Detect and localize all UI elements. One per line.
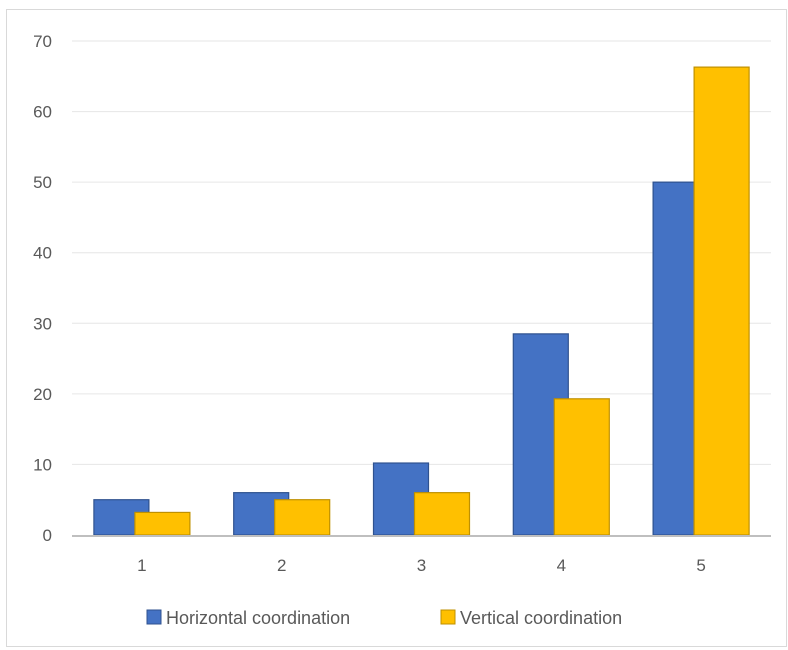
- bar-vertical-coordination: [413, 492, 471, 536]
- x-axis-tick-labels: 1 2 3 4 5: [137, 556, 706, 575]
- y-axis-tick-labels: 0 10 20 30 40 50 60 70: [33, 32, 52, 545]
- legend-label: Vertical coordination: [460, 608, 622, 628]
- x-tick-label: 2: [277, 556, 286, 575]
- legend-label: Horizontal coordination: [166, 608, 350, 628]
- bar-vertical-coordination: [274, 499, 331, 536]
- legend-swatch: [440, 609, 456, 625]
- y-tick-label: 30: [33, 314, 52, 333]
- y-tick-label: 60: [33, 103, 52, 122]
- x-tick-label: 4: [557, 556, 566, 575]
- y-tick-label: 50: [33, 173, 52, 192]
- y-tick-label: 10: [33, 455, 52, 474]
- y-tick-label: 20: [33, 385, 52, 404]
- x-tick-label: 5: [696, 556, 705, 575]
- bar-vertical-coordination: [693, 66, 750, 536]
- x-tick-label: 3: [417, 556, 426, 575]
- bar-vertical-coordination: [553, 398, 610, 536]
- y-tick-label: 0: [43, 526, 52, 545]
- legend-swatch: [146, 609, 162, 625]
- bar-vertical-coordination: [134, 511, 191, 536]
- y-tick-label: 40: [33, 244, 52, 263]
- x-tick-label: 1: [137, 556, 146, 575]
- y-tick-label: 70: [33, 32, 52, 51]
- legend: Horizontal coordination Vertical coordina…: [146, 608, 622, 628]
